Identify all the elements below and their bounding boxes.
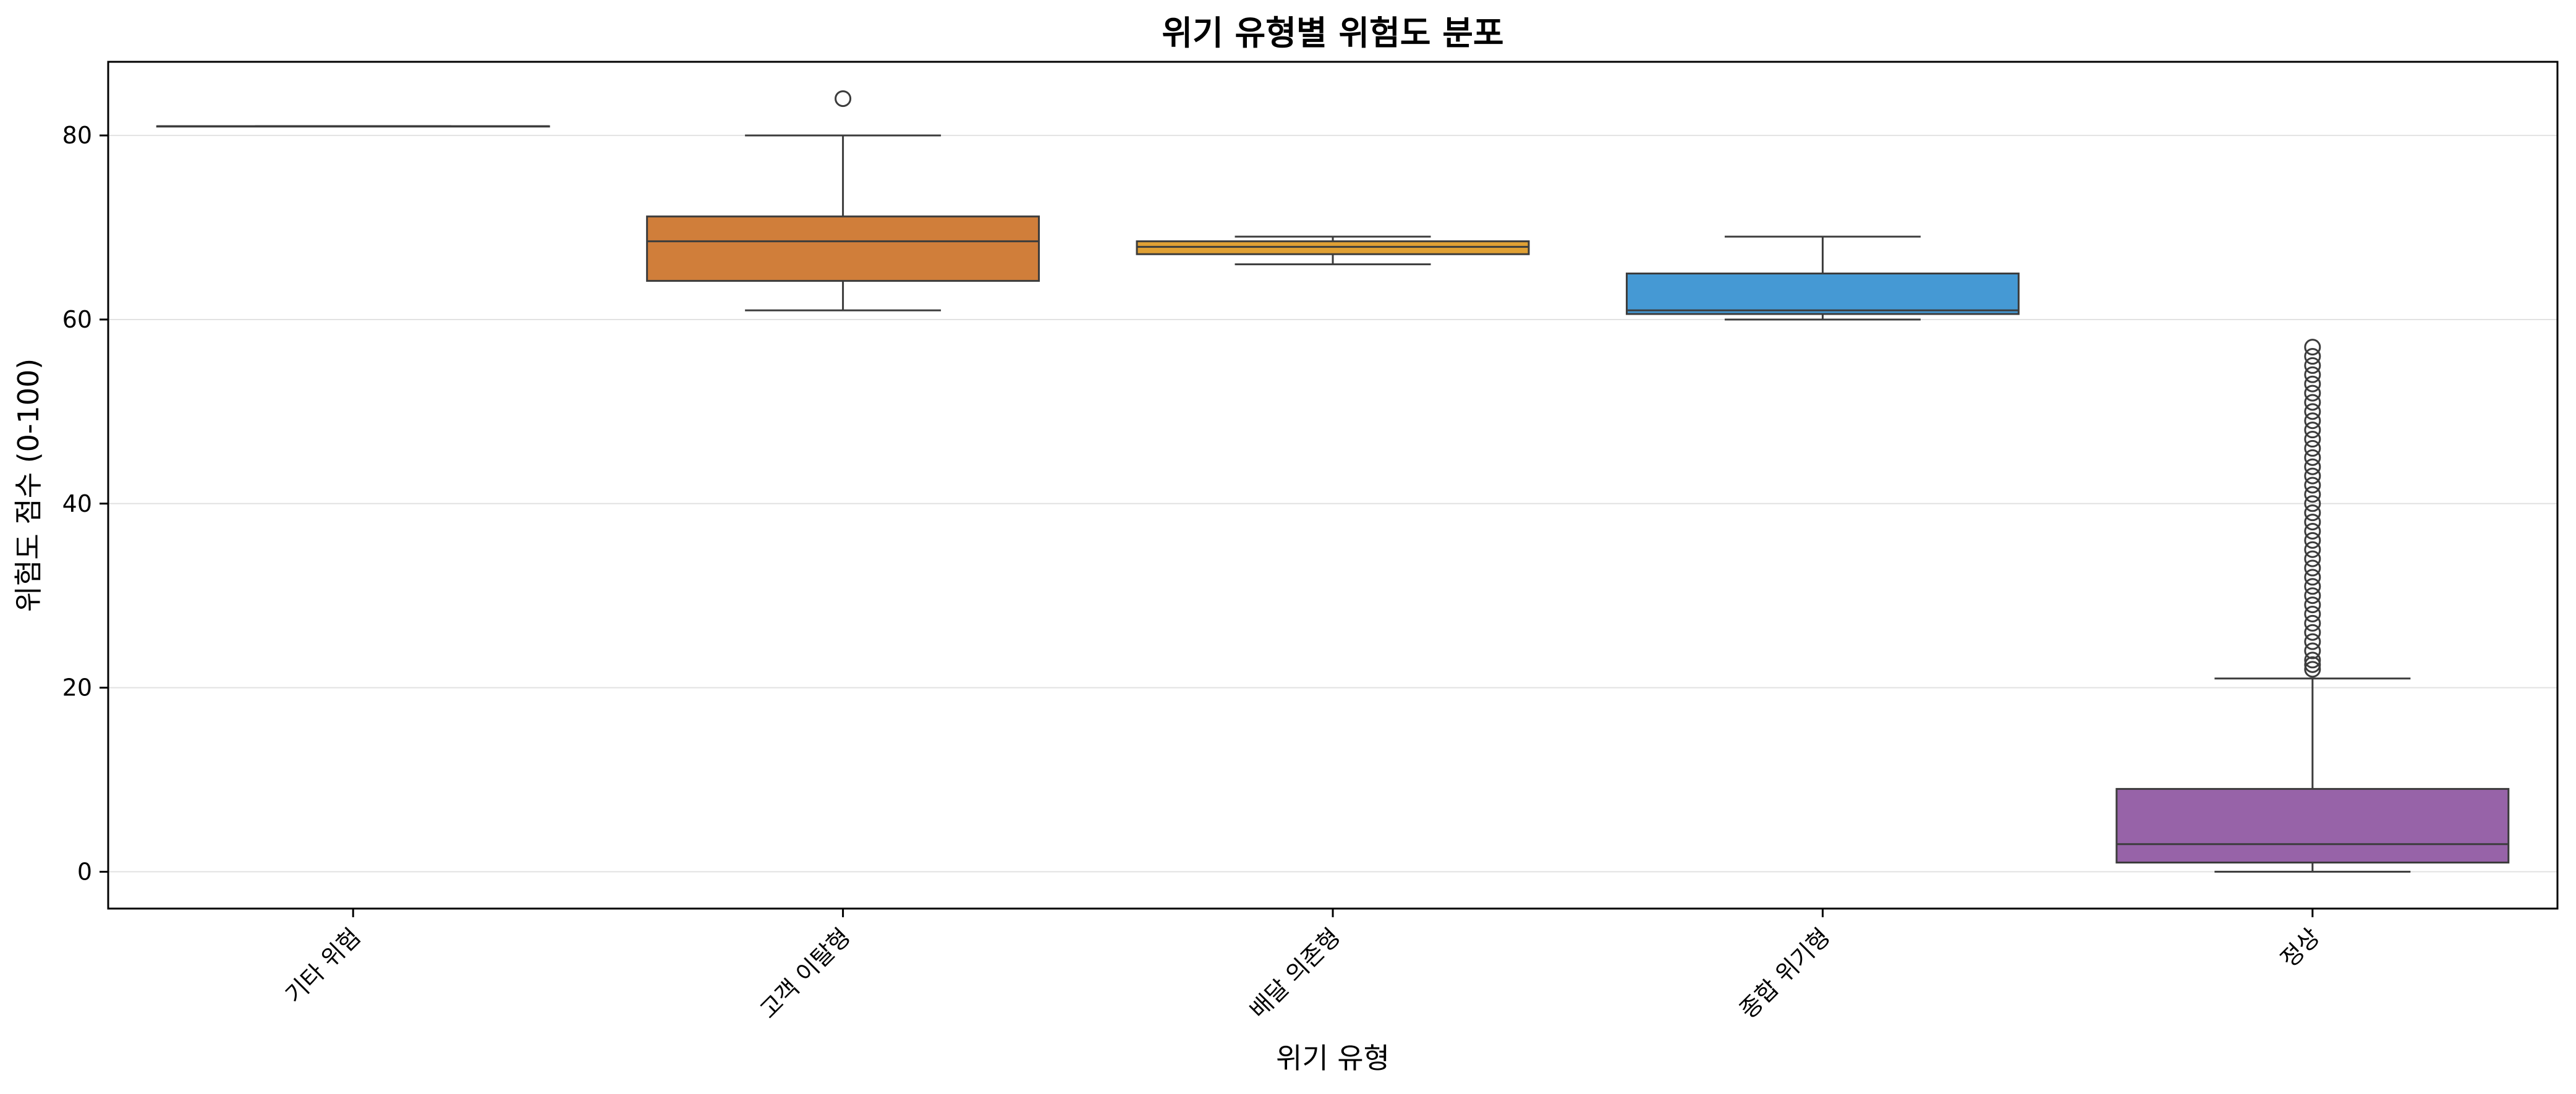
box-5 bbox=[2115, 339, 2510, 873]
outlier-point bbox=[2304, 605, 2321, 622]
box-layer bbox=[156, 90, 2510, 873]
grid-lines bbox=[108, 135, 2557, 873]
y-tick-label: 60 bbox=[62, 306, 92, 333]
box-body bbox=[2115, 787, 2510, 864]
outlier-point bbox=[2304, 614, 2321, 632]
outlier-point bbox=[2304, 384, 2321, 402]
box-body bbox=[1625, 273, 2020, 315]
x-tick-label: 배달 의존형 bbox=[1244, 923, 1345, 1024]
axes: 0 20 40 60 80 기타 위험 고객 이탈형 배달 의존형 종합 위기형 정상 bbox=[62, 122, 2326, 1024]
outlier-point bbox=[2304, 458, 2321, 475]
plot-frame bbox=[107, 61, 2559, 910]
outlier-point bbox=[2304, 559, 2321, 577]
outlier-point bbox=[2304, 656, 2321, 673]
x-tick-label: 정상 bbox=[2276, 923, 2326, 973]
outlier-point bbox=[2304, 587, 2321, 604]
box-2 bbox=[646, 90, 1040, 312]
outlier-point bbox=[2304, 651, 2321, 669]
outlier-point bbox=[2304, 661, 2321, 678]
box-body bbox=[646, 215, 1040, 282]
outlier-point bbox=[2304, 495, 2321, 512]
outlier-point bbox=[2304, 578, 2321, 595]
outlier-point bbox=[2304, 486, 2321, 503]
y-tick-label: 20 bbox=[62, 674, 92, 702]
outlier-point bbox=[2304, 339, 2321, 356]
outlier-point bbox=[2304, 366, 2321, 383]
outlier-point bbox=[2304, 596, 2321, 614]
outlier-point bbox=[2304, 348, 2321, 365]
outlier-point bbox=[2304, 514, 2321, 531]
box-1 bbox=[156, 125, 550, 128]
outlier-point bbox=[835, 90, 852, 108]
outlier-point bbox=[2304, 422, 2321, 439]
x-tick-label: 고객 이탈형 bbox=[755, 923, 856, 1024]
outlier-point bbox=[2304, 477, 2321, 494]
chart-title: 위기 유형별 위험도 분포 bbox=[1162, 14, 1503, 53]
outlier-point bbox=[2304, 624, 2321, 641]
outlier-point bbox=[2304, 403, 2321, 420]
x-tick-label: 종합 위기형 bbox=[1734, 923, 1835, 1024]
x-tick-label: 기타 위험 bbox=[280, 923, 366, 1009]
outlier-point bbox=[2304, 357, 2321, 374]
outlier-point bbox=[2304, 642, 2321, 659]
outlier-point bbox=[2304, 633, 2321, 650]
outlier-point bbox=[2304, 375, 2321, 392]
outlier-point bbox=[2304, 532, 2321, 549]
box-3 bbox=[1136, 235, 1530, 266]
outlier-point bbox=[2304, 394, 2321, 411]
y-axis-label: 위험도 점수 (0-100) bbox=[12, 358, 45, 612]
y-tick-label: 80 bbox=[62, 122, 92, 149]
outlier-point bbox=[2304, 504, 2321, 522]
outlier-point bbox=[2304, 439, 2321, 457]
outlier-point bbox=[2304, 431, 2321, 448]
outlier-point bbox=[2304, 467, 2321, 485]
outlier-point bbox=[2304, 541, 2321, 558]
box-4 bbox=[1625, 235, 2020, 321]
outlier-point bbox=[2304, 550, 2321, 567]
outlier-point bbox=[2304, 569, 2321, 586]
outlier-point bbox=[2304, 522, 2321, 540]
x-axis-label: 위기 유형 bbox=[1276, 1041, 1390, 1075]
y-tick-label: 0 bbox=[77, 858, 92, 885]
outlier-point bbox=[2304, 449, 2321, 466]
outlier-point bbox=[2304, 412, 2321, 430]
y-tick-label: 40 bbox=[62, 490, 92, 517]
